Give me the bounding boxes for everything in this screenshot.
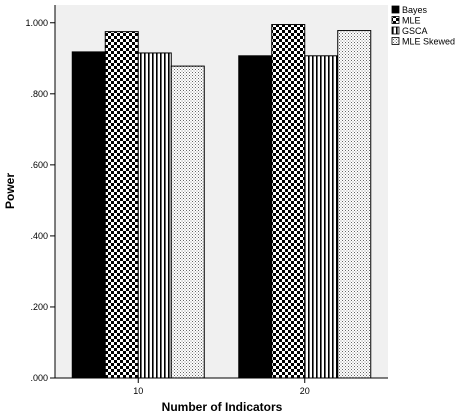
y-tick-label: .800 (30, 89, 48, 99)
x-axis-title: Number of Indicators (162, 400, 283, 414)
legend-swatch-mle-skewed (391, 37, 400, 45)
x-ticks: 10 20 (133, 378, 310, 396)
bar-mle-skewed-10 (170, 65, 205, 379)
y-axis-title: Power (3, 173, 17, 209)
bars-group (71, 24, 372, 379)
legend-swatch-mle (391, 16, 400, 24)
y-tick-label: .200 (30, 302, 48, 312)
legend-label-gsca: GSCA (402, 26, 428, 36)
y-tick-label: .400 (30, 231, 48, 241)
legend-label-mle: MLE (402, 16, 421, 26)
legend-label-bayes: Bayes (402, 5, 428, 15)
bar-gsca-20 (304, 55, 339, 379)
bar-bayes-10 (71, 51, 106, 379)
legend-swatch-bayes (391, 5, 400, 14)
y-tick-label: .600 (30, 160, 48, 170)
x-tick-label: 20 (300, 386, 310, 396)
legend-swatch-gsca (391, 26, 400, 35)
legend-label-mle-skewed: MLE Skewed (402, 37, 455, 47)
x-tick-label: 10 (133, 386, 143, 396)
bar-mle-10 (104, 31, 139, 379)
y-ticks: .000 .200 .400 .600 .800 1.000 (25, 18, 55, 383)
bar-gsca-10 (137, 52, 172, 379)
bar-mle-skewed-20 (337, 30, 372, 379)
y-tick-label: 1.000 (25, 18, 48, 28)
bar-mle-20 (271, 24, 306, 379)
bar-bayes-20 (238, 55, 273, 379)
y-tick-label: .000 (30, 373, 48, 383)
